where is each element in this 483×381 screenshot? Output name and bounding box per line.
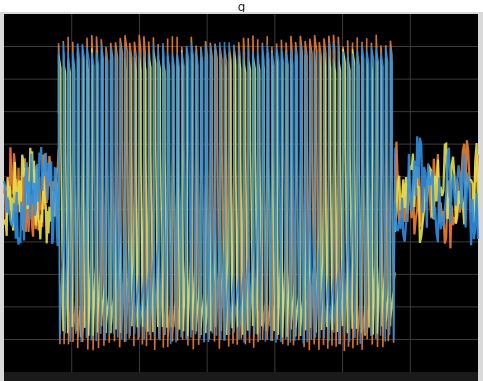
- window-title-fragment: g: [237, 0, 246, 14]
- plot-bottom-bar: [4, 372, 478, 381]
- series-c-segment-0: [2, 147, 60, 247]
- waveform-series: [2, 34, 480, 352]
- series-c-segment-2: [393, 136, 480, 246]
- series-c-segment-1: [57, 41, 396, 345]
